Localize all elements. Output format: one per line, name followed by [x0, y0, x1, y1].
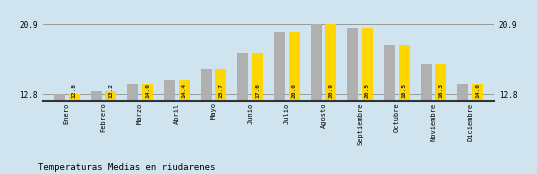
Text: 18.5: 18.5	[402, 83, 407, 98]
Bar	[458, 84, 468, 174]
Text: 17.6: 17.6	[255, 83, 260, 98]
Bar	[398, 45, 410, 174]
Text: 15.7: 15.7	[219, 83, 223, 98]
Bar	[347, 28, 358, 174]
Text: 20.9: 20.9	[328, 83, 333, 98]
Bar	[325, 24, 336, 174]
Bar	[91, 91, 101, 174]
Bar	[215, 69, 226, 174]
Bar	[420, 64, 432, 174]
Text: 14.0: 14.0	[145, 83, 150, 98]
Bar	[237, 53, 248, 174]
Bar	[164, 80, 175, 174]
Bar	[311, 24, 322, 174]
Bar	[274, 32, 285, 174]
Bar	[201, 69, 212, 174]
Bar	[362, 28, 373, 174]
Bar	[127, 84, 139, 174]
Text: 13.2: 13.2	[108, 83, 113, 98]
Bar	[289, 32, 300, 174]
Text: 20.0: 20.0	[292, 83, 296, 98]
Bar	[69, 94, 79, 174]
Bar	[54, 94, 65, 174]
Bar	[252, 53, 263, 174]
Text: 20.5: 20.5	[365, 83, 370, 98]
Text: 12.8: 12.8	[71, 83, 77, 98]
Bar	[142, 84, 153, 174]
Bar	[384, 45, 395, 174]
Bar	[436, 64, 446, 174]
Bar	[105, 91, 117, 174]
Bar	[179, 80, 190, 174]
Text: 16.3: 16.3	[438, 83, 444, 98]
Bar	[472, 84, 483, 174]
Text: 14.0: 14.0	[475, 83, 480, 98]
Text: Temperaturas Medias en riudarenes: Temperaturas Medias en riudarenes	[38, 163, 215, 172]
Text: 14.4: 14.4	[182, 83, 187, 98]
